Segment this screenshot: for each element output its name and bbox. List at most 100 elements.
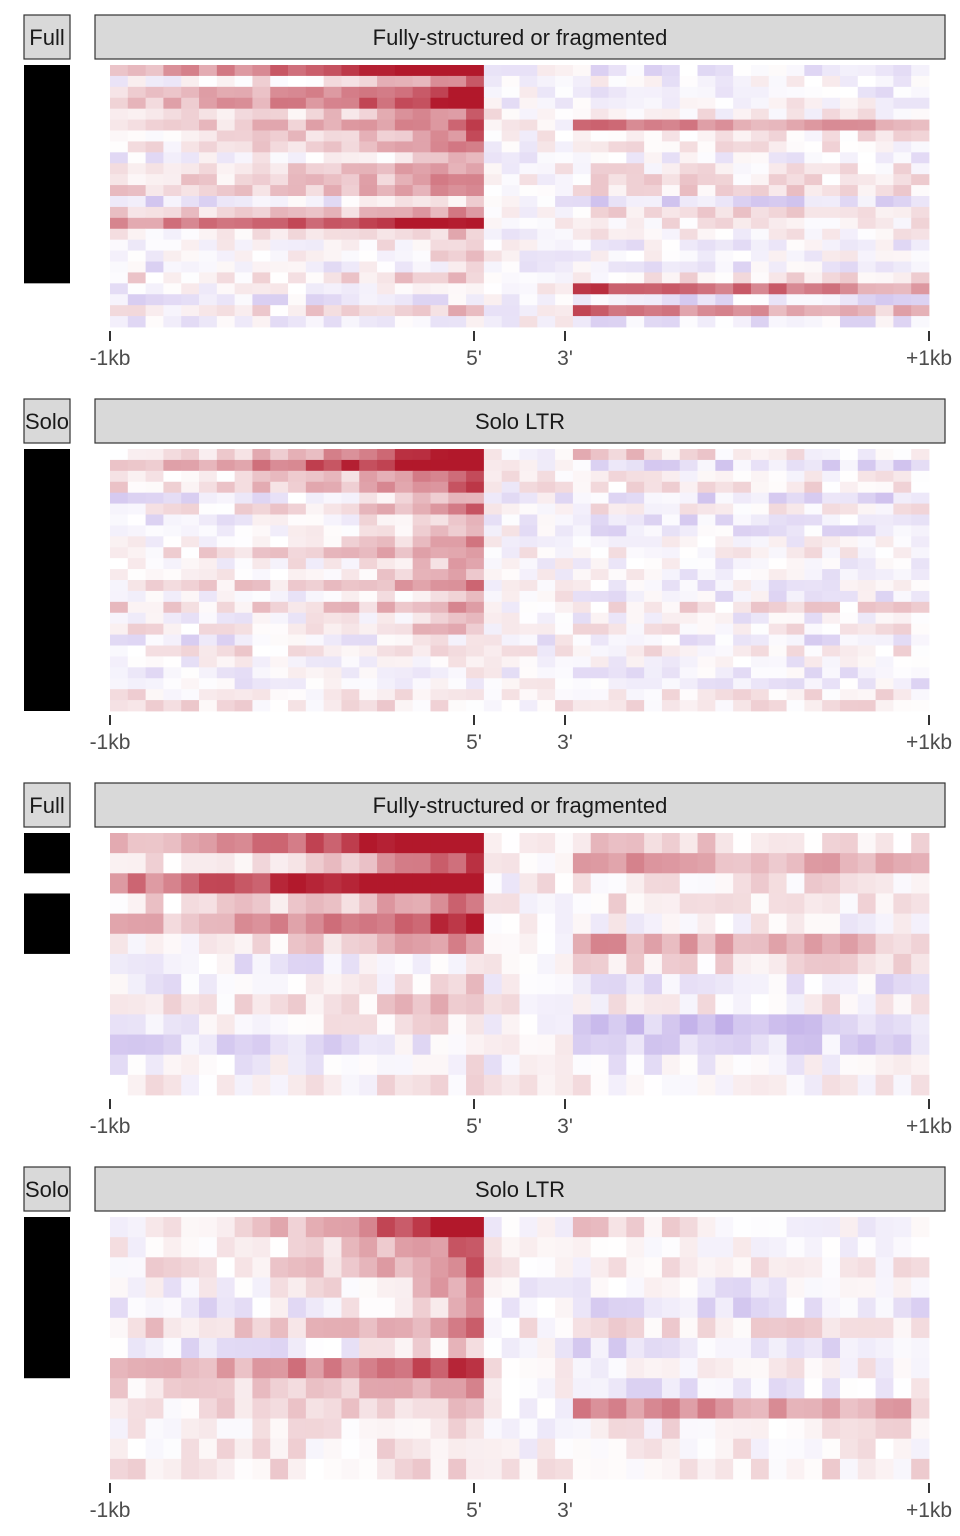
heatmap-cell (483, 656, 503, 668)
heatmap-cell (519, 913, 538, 935)
heatmap-cell (857, 1438, 876, 1460)
heatmap-cell (110, 994, 129, 1015)
heatmap-cell (626, 933, 645, 955)
heatmap-cell (323, 558, 342, 570)
heatmap-cell (466, 569, 485, 581)
heatmap-cell (127, 623, 146, 635)
heatmap-cell (661, 185, 681, 197)
heatmap-cell (305, 514, 325, 526)
heatmap-cell (715, 1237, 734, 1258)
heatmap-cell (127, 536, 146, 548)
heatmap-cell (127, 449, 146, 461)
heatmap-cell (288, 514, 307, 526)
heatmap-cell (305, 1358, 325, 1379)
heatmap-cell (679, 974, 698, 995)
heatmap-cell (430, 1297, 449, 1319)
heatmap-cell (839, 974, 859, 995)
heatmap-cell (181, 492, 200, 504)
heatmap-cell (181, 305, 200, 317)
heatmap-cell (377, 228, 396, 241)
heatmap-cell (483, 86, 503, 99)
heatmap-cell (270, 558, 289, 570)
x-tick-label: -1kb (90, 731, 131, 754)
panel-title-strip (94, 1166, 946, 1212)
heatmap-cell (750, 503, 770, 515)
heatmap-cell (679, 283, 698, 295)
heatmap-cell (234, 525, 253, 537)
heatmap-cell (483, 250, 503, 262)
heatmap-cell (270, 656, 289, 668)
heatmap-cell (412, 1458, 431, 1480)
heatmap-cell (572, 492, 592, 504)
heatmap-cell (270, 163, 289, 175)
heatmap-cell (608, 569, 627, 581)
heatmap-cell (501, 481, 520, 494)
heatmap-cell (768, 913, 787, 935)
heatmap-cell (252, 580, 271, 592)
heatmap-cell (216, 305, 236, 317)
heatmap-cell (412, 853, 431, 874)
heatmap-cell (270, 893, 289, 915)
heatmap-cell (679, 873, 698, 894)
heatmap-cell (893, 239, 912, 251)
heatmap-cell (857, 1418, 876, 1440)
heatmap-cell (804, 305, 823, 317)
x-tick-label: 3' (557, 1115, 573, 1138)
heatmap-cell (537, 1277, 556, 1299)
heatmap-cell (199, 261, 218, 273)
heatmap-cell (608, 667, 627, 679)
heatmap-cell (822, 1317, 841, 1339)
heatmap-cell (572, 481, 592, 494)
heatmap-cell (288, 1054, 307, 1076)
heatmap-cell (644, 558, 663, 570)
heatmap-cell (501, 514, 520, 526)
heatmap-cell (127, 470, 146, 483)
heatmap-cell (893, 185, 912, 197)
heatmap-cell (145, 75, 164, 88)
heatmap-cell (768, 1358, 787, 1379)
heatmap-cell (145, 1277, 164, 1299)
heatmap-cell (323, 1034, 342, 1056)
heatmap-cell (697, 1418, 716, 1440)
heatmap-cell (519, 86, 538, 99)
heatmap-cell (127, 569, 146, 581)
heatmap-cell (733, 667, 752, 679)
heatmap-cell (697, 623, 716, 635)
heatmap-cell (839, 1378, 859, 1399)
heatmap-cell (288, 974, 307, 995)
heatmap-cell (234, 1074, 253, 1096)
heatmap-cell (359, 1418, 378, 1440)
heatmap-cell (110, 97, 129, 110)
heatmap-cell (448, 873, 467, 894)
heatmap-cell (857, 152, 876, 164)
heatmap-cell (377, 1054, 396, 1076)
x-tick-label: -1kb (90, 1499, 131, 1522)
heatmap-cell (608, 1074, 627, 1096)
heatmap-cell (626, 196, 645, 208)
heatmap-cell (822, 656, 841, 668)
heatmap-cell (875, 239, 894, 251)
heatmap-cell (822, 108, 841, 120)
heatmap-cell (822, 1257, 841, 1278)
heatmap-cell (519, 163, 538, 175)
heatmap-cell (822, 1074, 841, 1096)
heatmap-cell (483, 893, 503, 915)
heatmap-cell (234, 514, 253, 526)
heatmap-cell (127, 206, 146, 219)
heatmap-cell (199, 1337, 218, 1359)
heatmap-cell (626, 1378, 645, 1399)
heatmap-cell (519, 873, 538, 894)
heatmap-cell (216, 590, 236, 603)
heatmap-cell (911, 974, 930, 995)
heatmap-cell (110, 283, 129, 295)
heatmap-cell (715, 449, 734, 461)
heatmap-cell (893, 272, 912, 284)
heatmap-cell (875, 1297, 894, 1319)
heatmap-cell (590, 612, 609, 625)
heatmap-cell (359, 86, 378, 99)
heatmap-cell (466, 228, 485, 241)
heatmap-cell (661, 1277, 681, 1299)
heatmap-cell (145, 152, 164, 164)
heatmap-cell (697, 547, 716, 559)
heatmap-cell (786, 1438, 805, 1460)
